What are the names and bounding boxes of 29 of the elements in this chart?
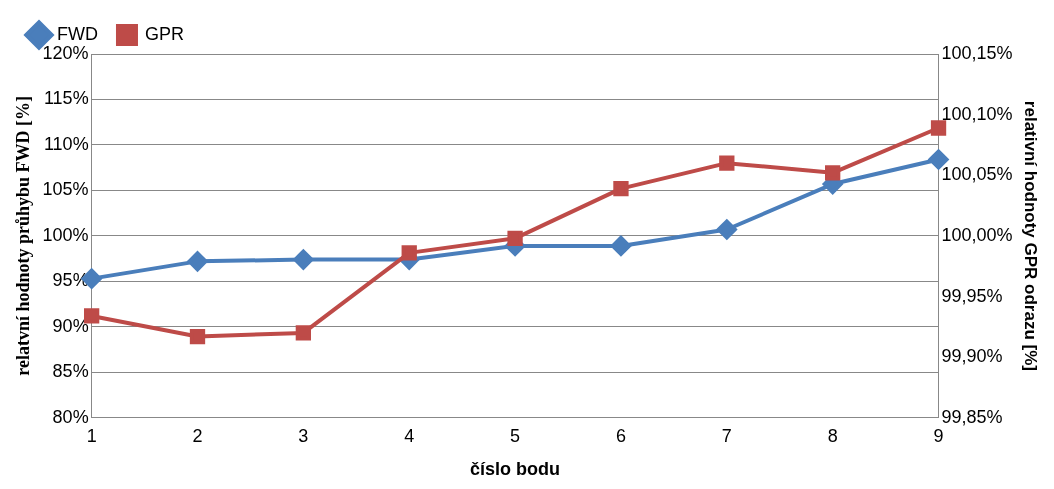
y-tick-label: 90% xyxy=(52,315,89,336)
y2-tick-label: 99,90% xyxy=(941,346,1003,367)
x-axis-title: číslo bodu xyxy=(470,459,561,480)
y2-tick-label: 100,05% xyxy=(941,164,1013,185)
x-tick-label: 1 xyxy=(86,425,97,446)
x-tick-label: 9 xyxy=(933,425,944,446)
x-tick-label: 8 xyxy=(827,425,838,446)
y2-tick-label: 99,85% xyxy=(941,406,1003,427)
y-tick-label: 105% xyxy=(42,179,89,200)
y2-tick-label: 100,10% xyxy=(941,103,1013,124)
legend-label: GPR xyxy=(144,23,184,44)
y-tick-label: 80% xyxy=(52,406,89,427)
x-tick-label: 3 xyxy=(298,425,309,446)
x-tick-label: 6 xyxy=(615,425,626,446)
y2-tick-label: 100,00% xyxy=(941,224,1013,245)
y-axis-title: relatvní hodnoty průhybu FWD [%] xyxy=(13,96,34,376)
x-tick-label: 2 xyxy=(192,425,203,446)
x-tick-label: 4 xyxy=(404,425,415,446)
y-tick-label: 110% xyxy=(43,133,89,154)
y2-tick-label: 99,95% xyxy=(941,285,1003,306)
legend-label: FWD xyxy=(57,23,98,44)
y2-axis-title: relativní hodnoty GPR odrazu [%] xyxy=(1021,100,1041,371)
y-tick-label: 100% xyxy=(42,224,89,245)
y-tick-label: 120% xyxy=(42,42,89,63)
x-tick-label: 7 xyxy=(721,425,732,446)
x-tick-label: 5 xyxy=(510,425,521,446)
y2-tick-label: 100,15% xyxy=(941,42,1013,63)
y-tick-label: 85% xyxy=(52,361,89,382)
y-tick-label: 115% xyxy=(43,88,89,109)
